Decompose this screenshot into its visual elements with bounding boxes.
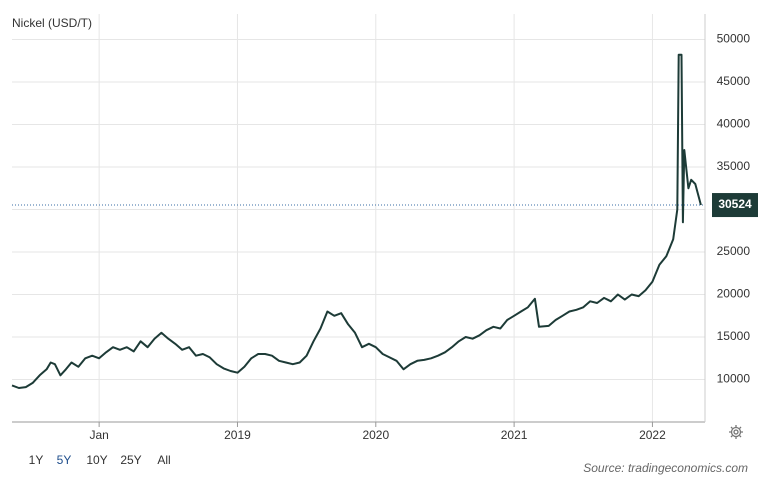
y-tick-label: 15000	[717, 329, 751, 343]
source: Source: tradingeconomics.com	[583, 461, 748, 475]
range-button[interactable]: 1Y	[29, 453, 44, 467]
y-tick-label: 45000	[717, 74, 751, 88]
settings-icon[interactable]	[729, 425, 743, 439]
range-button[interactable]: 10Y	[86, 453, 107, 467]
range-button[interactable]: 5Y	[57, 453, 72, 467]
last-price-tag	[712, 193, 758, 218]
y-tick-label: 10000	[717, 372, 751, 386]
x-tick-label: Jan	[89, 428, 108, 442]
last-price-label: 30524	[718, 197, 752, 211]
price-line	[11, 53, 702, 389]
x-tick-label: 2020	[362, 428, 389, 442]
y-tick-label: 50000	[717, 32, 751, 46]
chart-title: Nickel (USD/T)	[12, 16, 92, 30]
y-tick-label: 40000	[717, 117, 751, 131]
x-tick-label: 2019	[224, 428, 251, 442]
y-tick-label: 35000	[717, 159, 751, 173]
x-tick-label: 2022	[639, 428, 666, 442]
y-tick-label: 20000	[717, 287, 751, 301]
y-tick-label: 25000	[717, 244, 751, 258]
x-tick-label: 2021	[501, 428, 528, 442]
range-button[interactable]: All	[157, 453, 170, 467]
range-button[interactable]: 25Y	[120, 453, 141, 467]
